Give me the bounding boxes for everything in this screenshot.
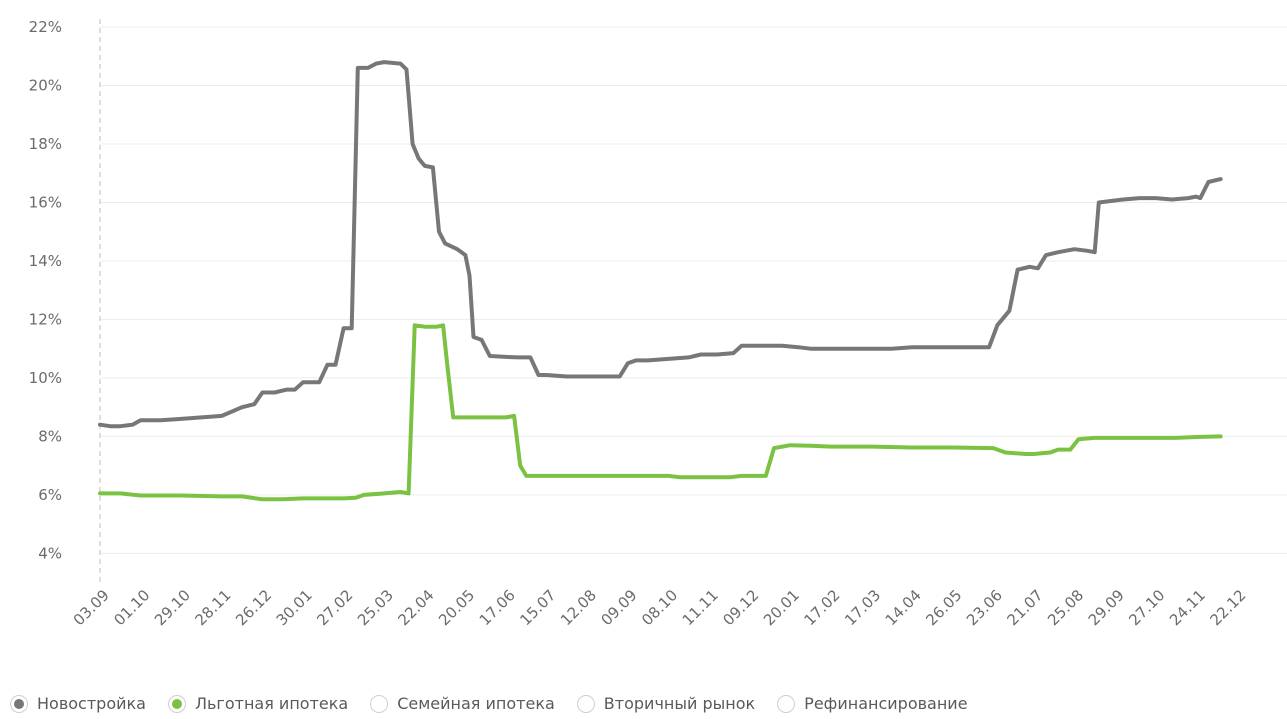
x-tick-label: 27.02 [313, 586, 356, 629]
x-tick-label: 09.09 [598, 586, 641, 629]
x-tick-label: 08.10 [638, 586, 681, 629]
legend-label-lgotnaya-ipoteka: Льготная ипотека [194, 694, 349, 713]
legend-dot-refinansirovanie [781, 699, 791, 709]
legend-label-refinansirovanie: Рефинансирование [804, 694, 968, 713]
x-tick-label: 20.05 [435, 586, 478, 629]
y-tick-label: 20% [29, 76, 62, 94]
x-tick-label: 14.04 [882, 586, 925, 629]
x-tick-label: 28.11 [192, 586, 235, 629]
legend-dot-lgotnaya-ipoteka [171, 698, 182, 709]
x-tick-label: 24.11 [1166, 586, 1209, 629]
x-tick-label: 22.04 [395, 586, 438, 629]
x-tick-label: 29.09 [1085, 586, 1128, 629]
y-tick-label: 22% [29, 18, 62, 36]
x-tick-label: 26.12 [232, 586, 275, 629]
legend-dot-novostroyka [14, 698, 24, 709]
legend-dot-semeynaya-ipoteka [374, 699, 384, 709]
x-tick-label: 17.03 [841, 586, 884, 629]
x-tick-label: 27.10 [1125, 586, 1168, 629]
chart-legend: Новостройка Льготная ипотека Семейная ип… [10, 694, 990, 713]
y-tick-label: 6% [38, 486, 62, 504]
y-tick-label: 12% [29, 310, 62, 328]
x-tick-label: 25.03 [354, 586, 397, 629]
series-line-novostroyka [98, 60, 1223, 429]
x-tick-label: 01.10 [110, 586, 153, 629]
x-tick-label: 25.08 [1044, 586, 1087, 629]
x-tick-label: 17.06 [476, 586, 519, 629]
y-tick-label: 8% [38, 427, 62, 445]
legend-item-refinansirovanie[interactable]: Рефинансирование [777, 694, 968, 713]
x-tick-label: 29.10 [151, 586, 194, 629]
x-tick-label: 11.11 [679, 586, 722, 629]
y-tick-label: 10% [29, 369, 62, 387]
x-tick-label: 09.12 [719, 586, 762, 629]
legend-radio-refinansirovanie[interactable] [777, 694, 796, 713]
x-tick-label: 17.02 [801, 586, 844, 629]
legend-item-semeynaya-ipoteka[interactable]: Семейная ипотека [370, 694, 555, 713]
legend-item-vtorichny-rynok[interactable]: Вторичный рынок [576, 694, 756, 713]
x-tick-label: 12.08 [557, 586, 600, 629]
x-tick-label: 26.05 [922, 586, 965, 629]
legend-label-vtorichny-rynok: Вторичный рынок [603, 694, 756, 713]
y-tick-label: 16% [29, 193, 62, 211]
x-tick-label: 21.07 [1004, 586, 1047, 629]
y-tick-label: 18% [29, 135, 62, 153]
x-tick-label: 20.01 [760, 586, 803, 629]
legend-radio-vtorichny-rynok[interactable] [576, 694, 595, 713]
legend-item-lgotnaya-ipoteka[interactable]: Льготная ипотека [167, 694, 349, 713]
x-tick-label: 03.09 [70, 586, 113, 629]
x-tick-label: 22.12 [1207, 586, 1250, 629]
x-tick-label: 30.01 [273, 586, 316, 629]
legend-radio-lgotnaya-ipoteka[interactable] [167, 694, 186, 713]
y-tick-label: 14% [29, 252, 62, 270]
legend-label-novostroyka: Новостройка [37, 694, 146, 713]
legend-dot-vtorichny-rynok [581, 699, 591, 709]
mortgage-rate-line-chart: 4%6%8%10%12%14%16%18%20%22%03.0901.1029.… [29, 18, 1287, 629]
legend-radio-novostroyka[interactable] [10, 694, 28, 713]
y-tick-label: 4% [38, 544, 62, 562]
legend-label-semeynaya-ipoteka: Семейная ипотека [397, 694, 555, 713]
series-line-lgotnaya-ipoteka [98, 323, 1223, 502]
legend-radio-semeynaya-ipoteka[interactable] [370, 694, 389, 713]
legend-item-novostroyka[interactable]: Новостройка [10, 694, 146, 713]
x-tick-label: 23.06 [963, 586, 1006, 629]
x-tick-label: 15.07 [516, 586, 559, 629]
